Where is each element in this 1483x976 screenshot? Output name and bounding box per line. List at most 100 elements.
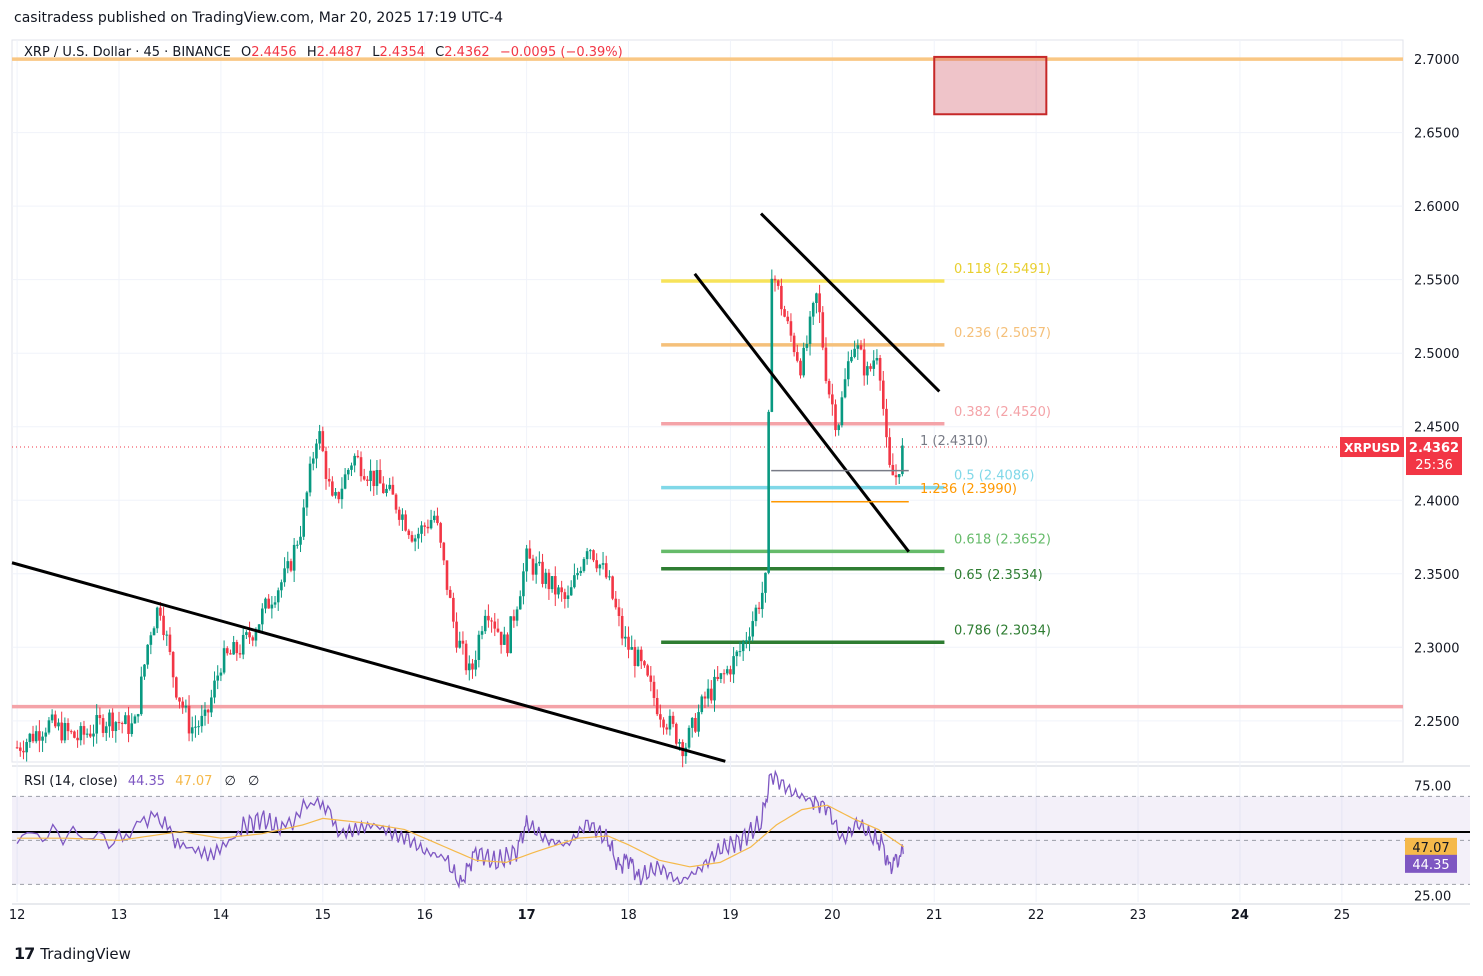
candle-body	[229, 653, 232, 655]
candle-body	[296, 544, 299, 546]
candle-body	[356, 455, 360, 458]
candle-body	[22, 750, 25, 753]
candle-body	[50, 714, 54, 721]
footer-brand[interactable]: 𝟭𝟳 TradingView	[14, 944, 131, 963]
candle-body	[241, 634, 245, 655]
candle-body	[280, 582, 283, 591]
candle-body	[770, 278, 774, 412]
rsi-legend[interactable]: RSI (14, close) 44.35 47.07 ∅ ∅	[24, 774, 259, 789]
candle-body	[716, 676, 719, 679]
rsi-tick-label: 25.00	[1414, 889, 1451, 904]
candle-body	[200, 715, 204, 727]
candle-body	[818, 293, 821, 313]
candle-body	[684, 747, 688, 757]
candle-body	[407, 530, 411, 536]
x-tick-label: 25	[1334, 908, 1351, 923]
candle-body	[525, 548, 528, 572]
candle-body	[748, 636, 751, 641]
candle-body	[289, 561, 293, 571]
candle-body	[509, 616, 512, 654]
price-tag-bg	[1406, 437, 1462, 476]
candle-body	[311, 458, 315, 464]
candle-body	[101, 718, 105, 733]
candle-body	[560, 587, 563, 593]
ext-level-label: 1 (2.4310)	[920, 434, 988, 449]
candle-body	[401, 514, 404, 520]
candle-body	[66, 723, 70, 732]
candle-body	[152, 628, 156, 636]
candle-body	[697, 712, 700, 732]
fib-level-label: 0.786 (2.3034)	[954, 623, 1051, 638]
candle-body	[120, 723, 124, 725]
candle-body	[738, 651, 742, 653]
candle-body	[98, 715, 102, 719]
candle-body	[652, 681, 656, 698]
candle-body	[385, 488, 388, 494]
candle-body	[659, 714, 662, 720]
candle-body	[334, 492, 337, 496]
candle-body	[315, 443, 318, 459]
candle-body	[589, 550, 592, 552]
candle-body	[783, 309, 786, 317]
candle-body	[608, 576, 611, 578]
candle-body	[130, 723, 134, 734]
publisher-line: casitradess published on TradingView.com…	[14, 10, 503, 26]
candle-body	[604, 563, 608, 578]
candle-body	[461, 640, 465, 644]
candle-body	[646, 665, 649, 676]
candle-body	[139, 676, 143, 715]
candle-body	[108, 712, 111, 727]
rsi-tag-bg	[1405, 854, 1457, 873]
ext-level-label: 1.236 (2.3990)	[920, 482, 1017, 497]
candle-body	[343, 474, 347, 489]
candle-body	[366, 479, 369, 481]
candle-body	[82, 726, 86, 735]
candle-body	[805, 343, 809, 348]
candle-body	[69, 731, 73, 733]
candle-body	[846, 361, 850, 380]
candle-body	[321, 431, 325, 452]
candle-body	[627, 636, 630, 650]
candle-body	[579, 570, 583, 574]
candle-body	[760, 592, 764, 610]
candle-body	[706, 688, 710, 699]
candle-body	[127, 715, 130, 734]
x-tick-label: 15	[315, 908, 332, 923]
candle-body	[324, 451, 328, 479]
candle-body	[436, 515, 439, 524]
x-tick-label: 13	[111, 908, 128, 923]
candle-body	[318, 431, 321, 444]
symbol-tag-bg	[1340, 437, 1404, 458]
candle-body	[350, 465, 353, 470]
candle-body	[149, 635, 153, 645]
rsi-ma-tag-bg	[1405, 837, 1457, 856]
candle-body	[467, 663, 471, 671]
candle-body	[458, 640, 462, 648]
candle-body	[780, 285, 783, 310]
candle-body	[827, 380, 831, 395]
candle-body	[474, 659, 477, 670]
rsi-line	[16, 769, 905, 890]
candle-body	[897, 474, 901, 478]
fib-level-label: 0.5 (2.4086)	[954, 469, 1034, 484]
candle-body	[286, 561, 290, 569]
candle-body	[538, 561, 541, 564]
candle-body	[824, 347, 828, 381]
candle-body	[410, 535, 414, 542]
candle-body	[534, 563, 538, 575]
candle-body	[327, 478, 331, 482]
candle-body	[639, 649, 643, 662]
candle-body	[894, 475, 898, 478]
y-tick-label: 2.4000	[1414, 494, 1460, 509]
candle-body	[690, 717, 694, 728]
symbol-legend[interactable]: XRP / U.S. Dollar · 45 · BINANCE O2.4456…	[24, 45, 623, 60]
rsi-pane	[12, 769, 1470, 890]
candle-body	[557, 587, 560, 595]
rsi-ma-line	[17, 804, 905, 868]
candle-body	[245, 632, 248, 635]
candle-body	[308, 463, 312, 493]
y-tick-label: 2.3500	[1414, 568, 1460, 583]
candle-body	[346, 469, 350, 475]
candle-body	[614, 598, 618, 608]
